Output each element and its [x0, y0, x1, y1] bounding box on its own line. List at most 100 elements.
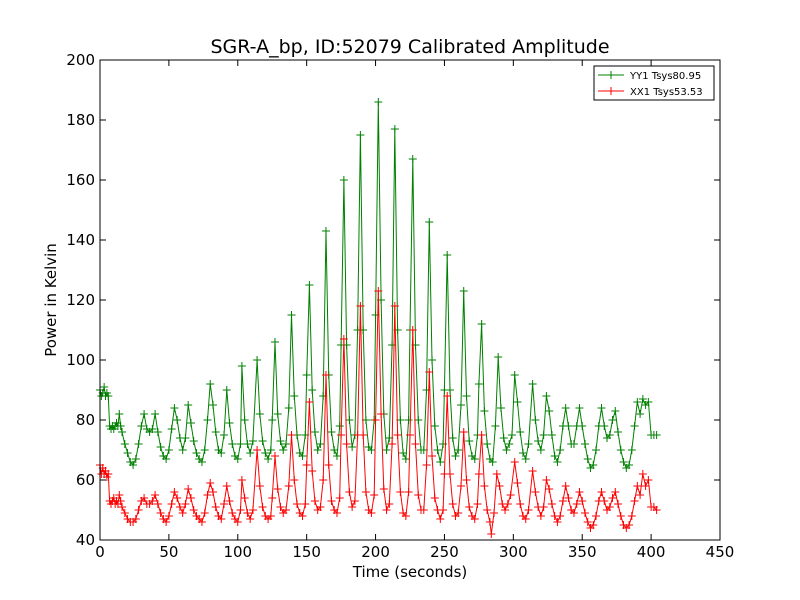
y-axis-title: Power in Kelvin [42, 243, 60, 357]
data-point [233, 518, 242, 526]
data-point [374, 287, 383, 295]
data-point [474, 470, 483, 478]
data-point [510, 371, 519, 379]
data-point [367, 509, 376, 517]
data-point [140, 410, 149, 418]
data-point [619, 458, 628, 466]
data-point [319, 476, 328, 484]
data-point [480, 407, 489, 415]
data-point [162, 518, 171, 526]
data-point [332, 452, 341, 460]
data-point [536, 446, 545, 454]
data-point [583, 455, 592, 463]
y-tick-label: 180 [66, 111, 95, 129]
data-point [308, 467, 317, 475]
data-point [225, 419, 234, 427]
data-point [222, 482, 231, 490]
data-point [120, 509, 129, 517]
data-point [491, 422, 500, 430]
data-point [379, 485, 388, 493]
data-point [531, 488, 540, 496]
data-point [170, 488, 179, 496]
data-point [335, 422, 344, 430]
data-point [638, 470, 647, 478]
data-point [430, 494, 439, 502]
data-point [116, 497, 125, 505]
data-point [499, 434, 508, 442]
data-point [348, 443, 357, 451]
data-point [445, 386, 454, 394]
data-point [419, 446, 428, 454]
data-point [310, 497, 319, 505]
data-point [206, 479, 215, 487]
data-point [270, 338, 279, 346]
data-point [503, 500, 512, 508]
data-point [569, 509, 578, 517]
data-point [433, 446, 442, 454]
y-tick-label: 160 [66, 171, 95, 189]
data-point [408, 155, 417, 163]
data-point [104, 470, 113, 478]
data-point [156, 443, 165, 451]
data-point [301, 500, 310, 508]
data-point [308, 386, 317, 394]
data-point [140, 494, 149, 502]
data-point [428, 356, 437, 364]
data-point [356, 302, 365, 310]
data-point [270, 452, 279, 460]
data-point [502, 446, 511, 454]
y-tick-label: 60 [76, 471, 95, 489]
data-point [350, 497, 359, 505]
data-point [592, 446, 600, 454]
data-point [494, 353, 503, 361]
data-point [605, 503, 614, 511]
data-point [197, 458, 206, 466]
series-1 [96, 98, 661, 472]
x-axis: 0 50 100 150 200 250 300 350 400 450 [95, 60, 734, 561]
data-point [220, 431, 228, 439]
data-point [258, 437, 267, 445]
data-point [261, 449, 270, 457]
data-point [614, 428, 623, 436]
data-point [524, 440, 533, 448]
data-point [203, 491, 212, 499]
data-point [616, 512, 625, 520]
data-point [342, 440, 351, 448]
data-point [553, 458, 562, 466]
data-point [459, 287, 468, 295]
data-point [580, 440, 589, 448]
series-line [99, 290, 657, 535]
data-point [488, 458, 497, 466]
data-point [462, 476, 471, 484]
data-point [485, 518, 494, 526]
data-point [131, 515, 140, 523]
data-point [335, 494, 344, 502]
data-point [597, 404, 606, 412]
data-point [175, 503, 184, 511]
data-point [627, 446, 636, 454]
data-point [614, 500, 623, 508]
data-point [211, 428, 220, 436]
data-point [411, 440, 420, 448]
data-point [374, 98, 383, 106]
data-point [443, 392, 452, 400]
data-point [324, 461, 333, 469]
data-point [164, 446, 173, 454]
data-point [248, 506, 257, 514]
data-point [473, 500, 482, 508]
legend-item: YY1 Tsys80.95 [598, 71, 701, 82]
data-point [217, 449, 226, 457]
data-point [501, 506, 510, 514]
data-point [118, 428, 127, 436]
data-point [436, 458, 445, 466]
data-point [580, 509, 589, 517]
data-point [534, 437, 543, 445]
data-point [178, 509, 187, 517]
data-point [266, 446, 275, 454]
data-point [268, 494, 277, 502]
data-point [547, 431, 556, 439]
data-point [225, 497, 234, 505]
data-point [345, 416, 354, 424]
data-point [470, 455, 479, 463]
data-point [564, 422, 573, 430]
